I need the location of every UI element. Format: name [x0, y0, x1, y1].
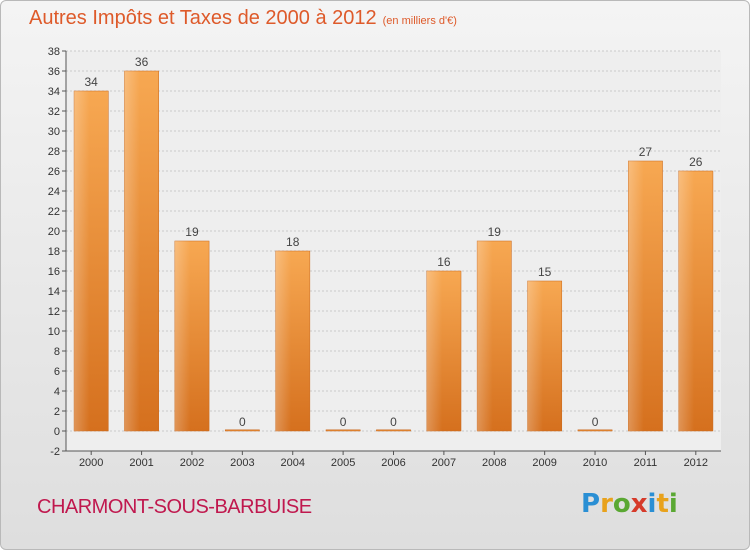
bar-highlight [678, 171, 695, 431]
logo-letter: i [647, 489, 657, 519]
logo-letter: x [630, 489, 648, 519]
x-tick-label: 2001 [129, 457, 153, 469]
bar-2007 [426, 270, 462, 432]
bar-value-label: 27 [639, 145, 653, 159]
bar-value-label: 26 [689, 155, 703, 169]
y-tick-label: 18 [48, 246, 60, 258]
bar-2000 [73, 90, 109, 432]
x-tick-label: 2009 [532, 457, 556, 469]
bar-value-label: 34 [85, 75, 99, 89]
bar-highlight [527, 281, 543, 431]
bar-value-label: 19 [488, 225, 502, 239]
y-tick-label: 16 [48, 266, 60, 278]
bar-value-label: 0 [592, 415, 599, 429]
bar-value-label: 0 [239, 415, 246, 429]
bar [325, 429, 361, 432]
x-tick-label: 2011 [634, 457, 658, 469]
y-tick-label: 28 [48, 146, 60, 158]
logo-letter: P [581, 489, 601, 519]
logo-letter: o [612, 489, 631, 519]
bar-highlight [275, 251, 292, 431]
logo-letter: i [668, 489, 678, 519]
bar [577, 429, 613, 432]
bar-highlight [174, 241, 191, 431]
x-tick-label: 2012 [684, 457, 708, 469]
title-main: Autres Impôts et Taxes de 2000 à 2012 [29, 7, 377, 29]
y-tick-label: 20 [48, 226, 60, 238]
bar-value-label: 36 [135, 55, 149, 69]
bar-value-label: 19 [185, 225, 199, 239]
x-tick-label: 2000 [79, 457, 103, 469]
y-tick-label: 6 [54, 366, 60, 378]
bar-highlight [477, 241, 493, 431]
x-tick-label: 2003 [230, 457, 254, 469]
bar-2008 [476, 240, 512, 432]
chart-title: Autres Impôts et Taxes de 2000 à 2012 (en… [29, 7, 457, 30]
bar-2009 [527, 280, 563, 432]
bar [376, 429, 411, 432]
y-tick-label: 34 [48, 86, 60, 98]
bar-2003 [224, 429, 260, 432]
bar-highlight [74, 91, 90, 431]
y-tick-label: 38 [48, 46, 60, 58]
bar-2011 [628, 160, 663, 432]
x-tick-label: 2002 [180, 457, 204, 469]
x-tick-label: 2005 [331, 457, 355, 469]
y-tick-label: 30 [48, 126, 60, 138]
y-tick-label: 8 [54, 346, 60, 358]
y-tick-label: 0 [54, 426, 60, 438]
bar-value-label: 0 [340, 415, 347, 429]
y-tick-label: 12 [48, 306, 60, 318]
logo-letter: r [600, 489, 613, 519]
bar-2006 [376, 429, 411, 432]
y-tick-label: 22 [48, 206, 60, 218]
y-tick-label: 14 [48, 286, 60, 298]
y-tick-label: 4 [54, 386, 60, 398]
bar-highlight [628, 161, 644, 431]
commune-name: CHARMONT-SOUS-BARBUISE [37, 496, 312, 518]
bar-2004 [275, 250, 311, 432]
x-tick-label: 2007 [432, 457, 456, 469]
bar-2002 [174, 240, 210, 432]
x-tick-label: 2008 [482, 457, 506, 469]
y-tick-label: 24 [48, 186, 60, 198]
y-tick-label: 36 [48, 66, 60, 78]
bar-2001 [124, 70, 159, 432]
y-tick-label: 2 [54, 406, 60, 418]
title-unit: (en milliers d'€) [382, 15, 457, 27]
x-tick-label: 2004 [280, 457, 304, 469]
logo-letter: t [656, 489, 669, 519]
bar-value-label: 16 [437, 255, 451, 269]
x-tick-label: 2010 [583, 457, 607, 469]
bar-2005 [325, 429, 361, 432]
bar [224, 429, 260, 432]
x-tick-label: 2006 [381, 457, 405, 469]
y-tick-label: -2 [50, 446, 60, 458]
bar-highlight [426, 271, 443, 431]
y-tick-label: 10 [48, 326, 60, 338]
bar-value-label: 18 [286, 235, 300, 249]
bar-value-label: 15 [538, 265, 552, 279]
bar-value-label: 0 [390, 415, 397, 429]
proxiti-logo[interactable]: Proxiti [581, 489, 678, 519]
bar-2012 [678, 170, 714, 432]
y-tick-label: 32 [48, 106, 60, 118]
y-tick-label: 26 [48, 166, 60, 178]
bar-highlight [124, 71, 140, 431]
bar-2010 [577, 429, 613, 432]
